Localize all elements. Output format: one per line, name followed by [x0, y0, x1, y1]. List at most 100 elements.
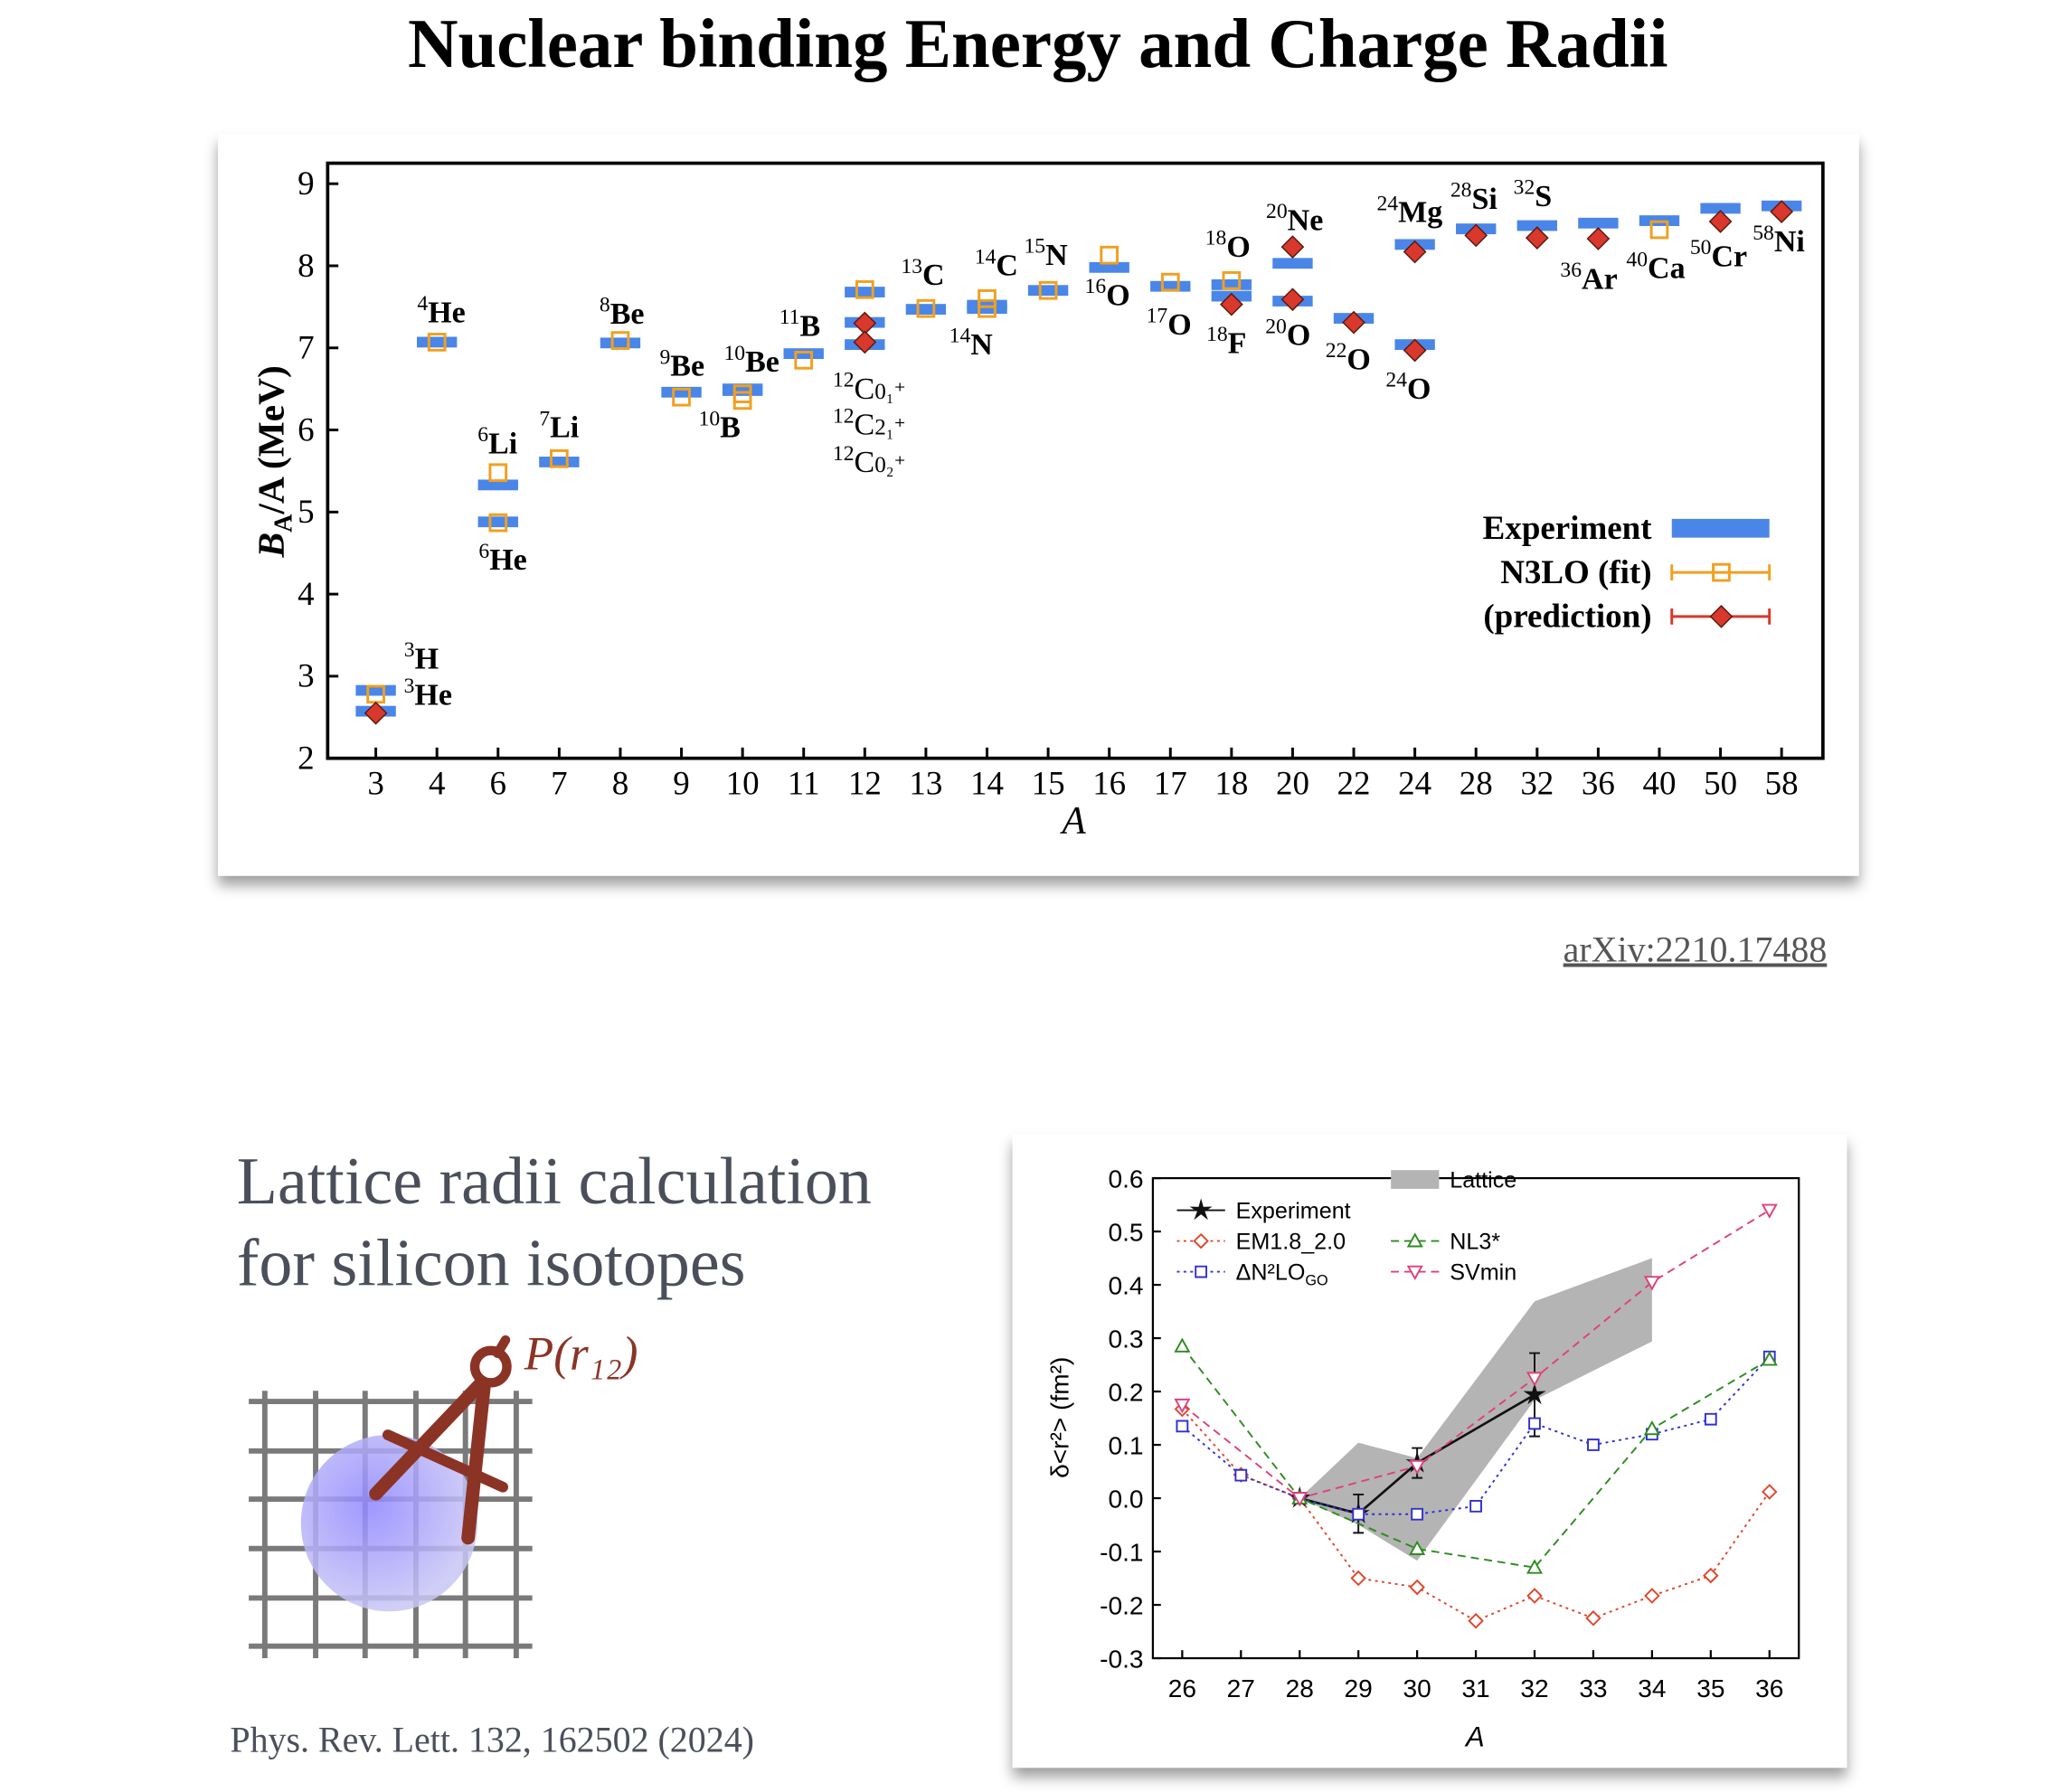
mass-number: 4	[417, 292, 428, 316]
legend-marker	[1406, 1265, 1423, 1280]
series-line	[1181, 1209, 1771, 1500]
x-tick-label: 18	[1214, 765, 1248, 802]
element: C	[855, 409, 875, 442]
marker	[1644, 1588, 1660, 1604]
nucleus-label: 17O	[1147, 305, 1192, 342]
x-tick-label: 58	[1765, 765, 1799, 802]
fit-marker	[978, 298, 997, 318]
compass	[369, 1335, 512, 1545]
x-tick-label: 36	[1755, 1674, 1783, 1702]
mass-number: 9	[659, 345, 670, 369]
marker	[1234, 1468, 1248, 1482]
prediction-marker	[1770, 200, 1794, 223]
prediction-marker	[1219, 292, 1243, 316]
legend-label: Experiment	[1483, 509, 1653, 546]
prediction-marker	[1586, 227, 1611, 250]
element: N	[1045, 239, 1068, 272]
element: O	[1226, 231, 1250, 264]
x-axis-label: A	[1464, 1721, 1485, 1753]
element: B	[720, 411, 741, 445]
marker	[1703, 1567, 1719, 1584]
element: Li	[488, 427, 517, 460]
legend-label: EM1.8_2.0	[1236, 1229, 1346, 1254]
element: B	[799, 309, 820, 343]
marker	[1761, 1351, 1778, 1366]
x-tick-label: 32	[1520, 1674, 1548, 1702]
experiment-bar	[1516, 220, 1557, 231]
x-tick-label: 22	[1337, 765, 1371, 802]
mass-number: 32	[1514, 176, 1535, 200]
y-tick-label: 3	[298, 657, 314, 694]
nucleus-label: 22O	[1326, 339, 1371, 376]
mass-number: 24	[1385, 369, 1407, 392]
x-tick-label: 26	[1168, 1674, 1196, 1702]
fit-marker	[732, 391, 752, 410]
x-tick-label: 31	[1461, 1674, 1489, 1702]
legend-marker	[1712, 562, 1731, 582]
x-tick-label: 13	[909, 765, 942, 802]
lattice-diagram: P(r₁₂)	[249, 1327, 638, 1659]
experiment-bar	[477, 479, 518, 491]
series	[364, 200, 1794, 725]
prediction-marker	[1280, 288, 1305, 312]
fit-marker	[427, 333, 447, 352]
mass-number: 6	[477, 423, 488, 447]
element: O	[1346, 343, 1370, 376]
slide-title: Nuclear binding Energy and Charge Radii	[408, 5, 1668, 82]
element: Be	[745, 345, 779, 379]
x-tick-label: 33	[1579, 1674, 1607, 1702]
prediction-marker	[364, 701, 388, 725]
element: Cr	[1712, 240, 1748, 273]
x-tick-label: 9	[673, 765, 689, 802]
marker	[1468, 1612, 1484, 1629]
legend-subscript: GO	[1305, 1272, 1327, 1288]
x-tick-label: 29	[1345, 1674, 1373, 1702]
y-tick-label: 0.3	[1108, 1325, 1143, 1353]
nucleus-label: 32S	[1514, 176, 1553, 213]
element: Ca	[1648, 252, 1686, 286]
experiment-bar	[1089, 261, 1129, 273]
state: 0₂⁺	[874, 453, 906, 477]
nucleus-label: 18F	[1206, 323, 1246, 360]
mass-number: 12	[833, 442, 855, 466]
experiment-bar	[600, 337, 641, 349]
legend-name: SVmin	[1450, 1259, 1516, 1285]
fit-marker	[610, 331, 630, 350]
x-tick-label: 14	[970, 765, 1004, 802]
element: Li	[550, 411, 579, 445]
citation-link[interactable]: arXiv:2210.17488	[1564, 929, 1828, 969]
element: F	[1228, 327, 1247, 361]
nucleus-label: 8Be	[600, 294, 645, 331]
nucleus-label: 3He	[404, 674, 452, 712]
element: Be	[610, 297, 645, 331]
x-tick-label: 28	[1460, 765, 1493, 802]
mass-number: 16	[1085, 275, 1107, 298]
element: Ne	[1288, 203, 1324, 237]
element: O	[1167, 308, 1191, 342]
lattice-heading: for silicon isotopes	[237, 1225, 746, 1299]
y-tick-label: 0.6	[1108, 1165, 1143, 1193]
fit-marker	[1160, 272, 1180, 292]
mass-number: 18	[1205, 227, 1227, 250]
mass-number: 8	[600, 294, 610, 317]
element: C	[922, 259, 945, 292]
marker	[1761, 1203, 1778, 1219]
x-axis-label: A	[1060, 799, 1087, 842]
marker	[1411, 1507, 1424, 1521]
x-tick-label: 16	[1092, 765, 1126, 802]
fit-marker	[672, 387, 691, 407]
legend-name: Experiment	[1236, 1198, 1351, 1223]
y-axis-label: BA/A (MeV)	[250, 365, 298, 558]
y-tick-label: -0.2	[1100, 1591, 1143, 1619]
fit-marker	[1222, 270, 1242, 290]
y-tick-label: 0.5	[1108, 1218, 1143, 1246]
marker	[1174, 1398, 1191, 1414]
mass-number: 3	[404, 638, 415, 662]
experiment-bar	[477, 516, 518, 528]
element: Ar	[1582, 263, 1618, 297]
nucleus-label: 24O	[1385, 369, 1431, 406]
marker	[1643, 1276, 1660, 1291]
prediction-marker	[1280, 235, 1305, 259]
nucleus-label: 20O	[1265, 315, 1310, 352]
